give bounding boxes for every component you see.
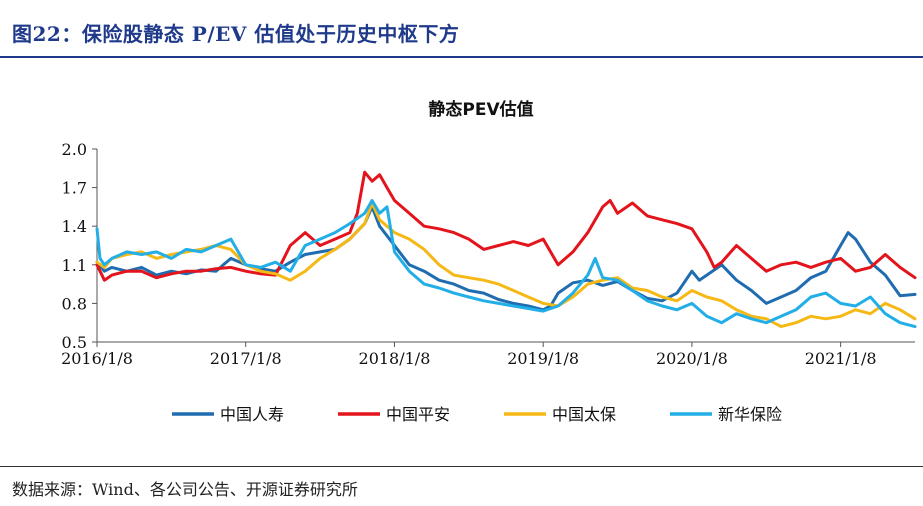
chart-axes: 0.5 0.8 1.1 1.4 1.7 2.0 2016/1/8 2017/1/8 2018/1…: [61, 140, 915, 368]
series-line-4: [95, 199, 917, 329]
series-line-2: [95, 170, 917, 282]
y-tick-label: 0.8: [62, 294, 87, 313]
title-rule: [0, 56, 923, 58]
x-tick-label: 2018/1/8: [359, 349, 431, 368]
y-tick-label: 0.5: [62, 333, 87, 352]
legend-label-3: 中国太保: [552, 405, 616, 424]
x-tick-label: 2021/1/8: [805, 349, 877, 368]
pev-line-chart: 静态PEV估值 0.5 0.8 1.1 1.4 1.7 2.0 2016/1/8 2017/1…: [61, 99, 917, 424]
source-note: 数据来源：Wind、各公司公告、开源证券研究所: [12, 480, 358, 499]
series-line-1: [95, 205, 917, 312]
chart-series: [95, 170, 917, 329]
x-tick-label: 2020/1/8: [656, 349, 728, 368]
chart-title: 静态PEV估值: [428, 99, 533, 120]
y-tick-label: 1.7: [62, 179, 87, 198]
x-tick-label: 2016/1/8: [61, 349, 133, 368]
y-tick-label: 2.0: [62, 140, 87, 159]
y-tick-label: 1.1: [62, 256, 87, 275]
chart-legend: 中国人寿 中国平安 中国太保 新华保险: [172, 405, 782, 424]
x-tick-label: 2017/1/8: [210, 349, 282, 368]
legend-label-1: 中国人寿: [220, 405, 284, 424]
source-rule: [0, 466, 923, 467]
figure-title: 图22：保险股静态 P/EV 估值处于历史中枢下方: [12, 22, 460, 46]
series-line-3: [95, 201, 917, 329]
legend-label-2: 中国平安: [386, 405, 450, 424]
x-tick-label: 2019/1/8: [507, 349, 579, 368]
y-tick-label: 1.4: [62, 217, 87, 236]
legend-label-4: 新华保险: [718, 405, 782, 424]
